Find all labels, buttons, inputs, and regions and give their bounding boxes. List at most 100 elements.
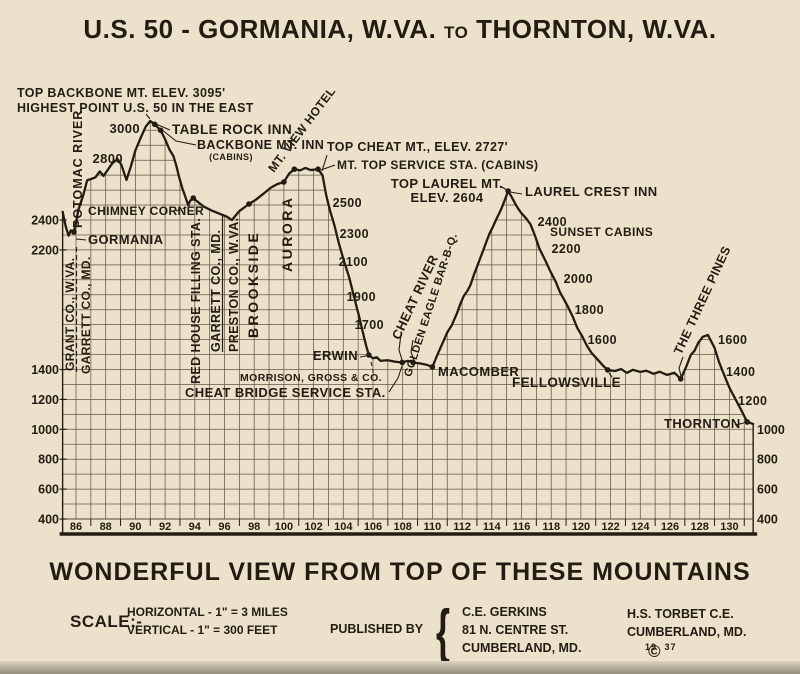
mile-label-124: 124 <box>631 521 650 533</box>
mile-label-112: 112 <box>453 521 471 533</box>
brookside-label: BROOKSIDE <box>245 231 261 338</box>
backbone-title-1: TOP BACKBONE MT. ELEV. 3095' <box>17 86 225 100</box>
axes-layer: 2400 2200 1400 1200 1000 800 600 400 1000 800 600 4… <box>31 211 785 536</box>
morrison-dash <box>370 361 375 377</box>
mile-label-120: 120 <box>572 521 590 533</box>
peak-1400: 1400 <box>726 365 755 379</box>
slope-1800: 1800 <box>575 303 604 317</box>
fellowsville-tick <box>608 372 613 378</box>
cheat-bridge-label: CHEAT BRIDGE SERVICE STA. <box>185 385 386 400</box>
slope-1700: 1700 <box>355 318 384 332</box>
slope-2200: 2200 <box>552 242 581 256</box>
top-laurel-arrow <box>499 185 508 191</box>
mile-label-110: 110 <box>424 521 442 533</box>
fellowsville-label: FELLOWSVILLE <box>512 375 621 390</box>
sunset-cabins-label: SUNSET CABINS <box>550 225 653 239</box>
backbone-mt-inn-label: BACKBONE MT. INN <box>197 138 324 152</box>
laurel-crest-inn-label: LAUREL CREST INN <box>525 184 658 199</box>
photo-edge-shadow <box>0 661 800 674</box>
left-axis-label-400: 400 <box>38 513 59 527</box>
mile-label-92: 92 <box>159 521 171 533</box>
thornton-label: THORNTON <box>664 416 741 431</box>
table-rock-arrow <box>155 123 171 131</box>
slope-2500: 2500 <box>333 196 362 210</box>
mile-label-130: 130 <box>720 521 738 533</box>
dot-gormania <box>71 229 77 235</box>
backbone-cabins-label: (CABINS) <box>209 152 253 162</box>
mt-top-service-label: MT. TOP SERVICE STA. (CABINS) <box>337 158 538 172</box>
title-part3: THORNTON, W.VA. <box>476 14 717 44</box>
backbone-pointer <box>145 113 151 120</box>
right-axis-label-400: 400 <box>757 513 778 527</box>
elev-3000: 3000 <box>109 121 140 136</box>
left-axis-label-1400: 1400 <box>31 363 59 377</box>
slope-2000: 2000 <box>564 272 593 286</box>
erwin-label: ERWIN <box>313 348 358 363</box>
peak-1600: 1600 <box>718 333 747 347</box>
peak-1200: 1200 <box>738 394 767 408</box>
top-laurel-label-2: ELEV. 2604 <box>411 190 484 205</box>
garrett-co-label-a: GARRETT CO., MD. <box>79 256 93 374</box>
left-axis-label-2200: 2200 <box>31 243 59 257</box>
cheat-river-tail <box>398 333 403 361</box>
left-axis-label-2400: 2400 <box>31 214 59 228</box>
mile-label-118: 118 <box>542 521 560 533</box>
elev-2800: 2800 <box>92 151 123 166</box>
dot-brookside <box>246 201 252 207</box>
right-axis-label-600: 600 <box>757 483 778 497</box>
boundary-lines <box>75 214 224 372</box>
terrain-layer <box>61 119 755 426</box>
mile-label-90: 90 <box>129 521 141 533</box>
cheat-bridge-arrow <box>388 365 403 393</box>
erwin-dash <box>359 355 367 358</box>
mile-label-100: 100 <box>275 521 293 533</box>
title-part1: U.S. 50 - GORMANIA, W.VA. <box>83 14 437 44</box>
morrison-label: MORRISON, GROSS & CO. <box>240 372 382 384</box>
mile-label-114: 114 <box>483 521 502 533</box>
mile-label-94: 94 <box>189 521 202 533</box>
left-axis-label-600: 600 <box>38 483 59 497</box>
mile-label-96: 96 <box>218 521 230 533</box>
mile-label-102: 102 <box>304 521 322 533</box>
left-axis-label-1000: 1000 <box>31 423 59 437</box>
dot-table-rock-inn <box>151 121 158 128</box>
table-rock-inn-label: TABLE ROCK INN <box>172 122 292 137</box>
mile-label-86: 86 <box>70 521 82 533</box>
slope-2400: 2400 <box>538 215 567 229</box>
left-axis-label-1200: 1200 <box>31 393 59 407</box>
dot-aurora <box>281 179 287 185</box>
mile-label-108: 108 <box>394 521 412 533</box>
dot-erwin <box>366 352 372 358</box>
top-laurel-label-1: TOP LAUREL MT. <box>391 176 504 191</box>
mt-top-arrow <box>320 164 336 171</box>
dot-mt-top-service-sta <box>315 166 321 172</box>
connector-lines <box>75 113 745 426</box>
page-title: U.S. 50 - GORMANIA, W.VA. TO THORNTON, W… <box>0 14 800 45</box>
slope-2100: 2100 <box>339 255 368 269</box>
dot-fellowsville <box>604 367 611 373</box>
mile-label-116: 116 <box>513 521 531 533</box>
mile-label-122: 122 <box>601 521 619 533</box>
title-part2: TO <box>444 23 469 42</box>
backbone-inn-arrow <box>160 128 197 146</box>
left-axis-label-800: 800 <box>38 453 59 467</box>
mile-label-126: 126 <box>661 521 679 533</box>
laurel-crest-arrow <box>509 191 523 195</box>
dot-red-house-filling-sta <box>190 195 197 201</box>
right-axis-label-800: 800 <box>757 453 778 467</box>
dot-top-laurel-mt <box>505 188 511 194</box>
chimney-arrow <box>175 205 191 212</box>
mile-label-98: 98 <box>248 521 260 533</box>
dot-macomber <box>429 364 436 370</box>
dot-golden-eagle-bar-b-q <box>410 359 416 366</box>
top-cheat-label: TOP CHEAT MT., ELEV. 2727' <box>327 140 508 154</box>
slope-2300: 2300 <box>340 227 369 241</box>
mile-label-106: 106 <box>364 521 382 533</box>
gormania-dash <box>75 238 87 241</box>
dot-cheat-bridge <box>399 359 406 366</box>
landmark-dots <box>71 121 751 425</box>
terrain-profile <box>61 119 755 426</box>
aurora-label: AURORA <box>279 196 295 272</box>
